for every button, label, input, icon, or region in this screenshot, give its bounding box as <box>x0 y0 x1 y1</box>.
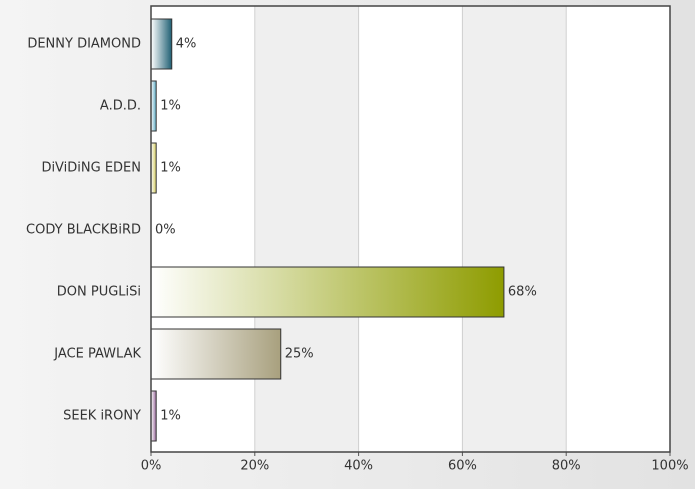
x-tick-label: 100% <box>651 459 688 474</box>
y-tick-label: A.D.D. <box>100 99 141 114</box>
bar <box>150 390 157 442</box>
value-label: 1% <box>160 161 181 176</box>
value-label: 25% <box>285 347 314 362</box>
x-tick-label: 80% <box>552 459 581 474</box>
bar <box>150 328 282 380</box>
x-tick-label: 20% <box>240 459 269 474</box>
y-tick-label: JACE PAWLAK <box>53 347 141 362</box>
x-tick-label: 60% <box>448 459 477 474</box>
bar <box>150 18 173 70</box>
value-label: 1% <box>160 99 181 114</box>
band <box>254 6 359 452</box>
value-label: 68% <box>508 285 537 300</box>
y-tick-label: CODY BLACKBiRD <box>26 223 141 238</box>
x-tick-label: 40% <box>344 459 373 474</box>
value-label: 0% <box>155 223 176 238</box>
bar <box>150 142 157 194</box>
bar <box>150 80 157 132</box>
bar <box>150 266 505 318</box>
y-tick-label: SEEK iRONY <box>63 409 141 424</box>
x-tick-label: 0% <box>141 459 162 474</box>
value-label: 1% <box>160 409 181 424</box>
plot-area <box>151 6 670 452</box>
y-tick-label: DENNY DIAMOND <box>27 37 141 52</box>
y-tick-label: DiViDiNG EDEN <box>41 161 141 176</box>
y-tick-label: DON PUGLiSi <box>57 285 141 300</box>
band <box>462 6 567 452</box>
value-label: 4% <box>176 37 197 52</box>
plot-frame <box>150 5 671 453</box>
